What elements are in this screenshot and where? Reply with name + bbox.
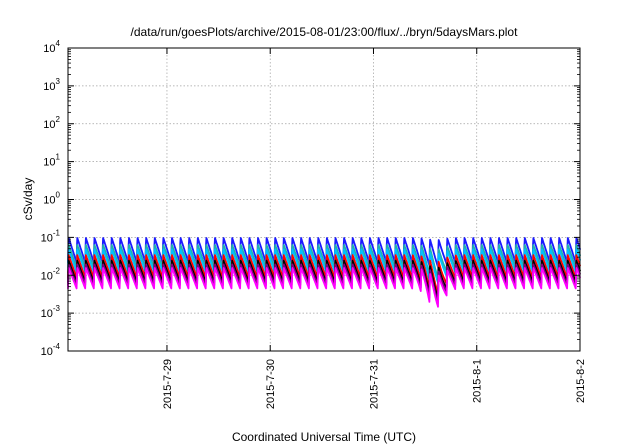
y-axis: 10-4 10-3 10-2 10-1 100 101 102 103 104 [41,39,580,358]
series-line [67,244,581,280]
x-axis-label: Coordinated Universal Time (UTC) [232,430,416,444]
x-tick-label: 2015-7-31 [368,359,380,409]
x-tick-label: 2015-8-1 [472,359,484,403]
y-tick-label: 102 [43,115,60,131]
series-line [67,267,581,308]
x-tick-label: 2015-8-2 [575,359,587,403]
x-tick-label: 2015-7-30 [265,359,277,409]
series-line [67,237,581,269]
series-line [67,254,581,296]
series-line [67,248,581,285]
grid [68,48,580,351]
y-tick-label: 103 [43,77,60,93]
series-lines [67,237,581,308]
y-tick-label: 100 [43,191,60,207]
x-tick-label: 2015-7-29 [162,359,174,409]
x-axis: 2015-7-29 2015-7-30 2015-7-31 2015-8-1 2015-… [162,48,587,409]
chart-title: /data/run/goesPlots/archive/2015-08-01/2… [131,25,519,39]
y-tick-label: 101 [43,153,60,169]
y-axis-label: cSv/day [21,178,35,221]
y-tick-label: 10-4 [41,342,61,358]
y-tick-label: 10-1 [41,228,61,244]
y-tick-label: 10-2 [41,266,61,282]
y-tick-label: 10-3 [41,304,61,320]
series-line [67,263,581,304]
y-tick-label: 104 [43,39,60,55]
